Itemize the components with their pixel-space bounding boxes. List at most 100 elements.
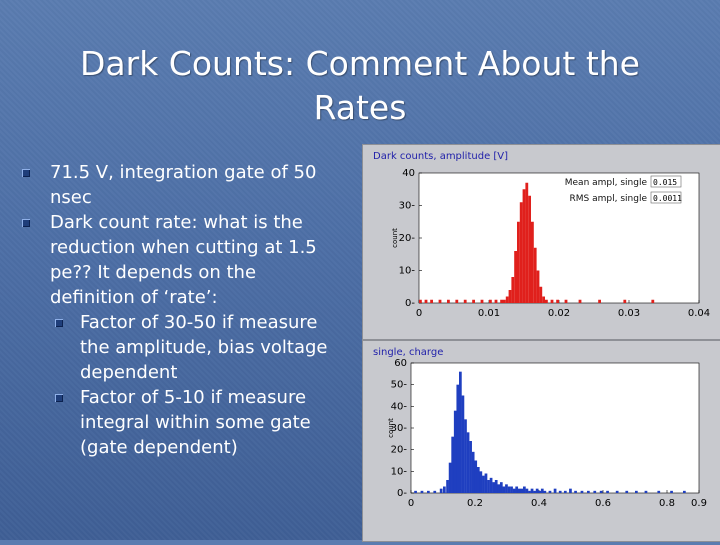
histogram-bar xyxy=(599,490,603,493)
x-tick-label: 0 xyxy=(416,308,422,319)
histogram-bar xyxy=(448,462,452,493)
histogram-bar xyxy=(446,480,449,493)
histogram-bar xyxy=(556,299,559,303)
square-bullet-icon xyxy=(22,219,30,227)
legend-label: RMS ampl, single xyxy=(570,194,648,204)
bullet-item: Dark count rate: what is the reduction w… xyxy=(22,210,342,310)
histogram-bar xyxy=(482,475,485,493)
histogram-bar xyxy=(453,410,457,493)
histogram-bar xyxy=(550,299,554,303)
histogram-bar xyxy=(615,490,619,493)
histogram-bar xyxy=(456,384,460,493)
histogram-bar xyxy=(533,490,536,493)
histogram-bar xyxy=(505,484,508,493)
histogram-bar xyxy=(542,296,545,303)
chart-title: single, charge xyxy=(373,347,443,358)
x-tick-label: 0.8 xyxy=(659,498,675,509)
histogram-bar xyxy=(499,482,503,493)
legend-value: 0.0011 xyxy=(653,194,682,203)
histogram-bar xyxy=(427,490,430,493)
histogram-bar xyxy=(487,480,490,493)
sub-bullet-text: Factor of 5-10 if measure integral withi… xyxy=(80,387,311,458)
histogram-bar xyxy=(511,277,515,303)
y-tick-label: 10- xyxy=(391,466,408,477)
histogram-bar xyxy=(447,299,450,303)
histogram-bar xyxy=(512,488,516,493)
x-tick-label: 0.03 xyxy=(618,308,640,319)
square-bullet-icon xyxy=(22,169,30,177)
legend-value-box xyxy=(650,175,682,188)
histogram-bar xyxy=(479,471,483,493)
histogram-bar xyxy=(508,290,512,303)
histogram-bar xyxy=(569,488,572,493)
histogram-bar xyxy=(430,299,433,303)
histogram-bar xyxy=(606,490,609,493)
y-tick-label: 50- xyxy=(391,380,408,391)
y-tick-label: 30- xyxy=(391,423,408,434)
histogram-bar xyxy=(451,436,455,493)
x-tick-label: 0.4 xyxy=(531,498,547,509)
histogram-bar xyxy=(533,247,537,303)
histogram-bar xyxy=(523,486,526,493)
sub-bullet-item: Factor of 30-50 if measure the amplitude… xyxy=(22,310,342,385)
histogram-bar xyxy=(578,299,582,303)
histogram-bar xyxy=(563,490,567,493)
histogram-bar xyxy=(494,299,498,303)
bullet-list: 71.5 V, integration gate of 50 nsec Dark… xyxy=(22,160,342,460)
histogram-bar xyxy=(538,490,542,493)
histogram-bar xyxy=(517,221,520,303)
y-tick-label: 0- xyxy=(397,488,407,499)
x-tick-label: 0.6 xyxy=(595,498,611,509)
histogram-bar xyxy=(543,490,547,493)
histogram-bar xyxy=(492,482,495,493)
histogram-bar xyxy=(505,296,509,303)
histogram-bar xyxy=(455,299,459,303)
histogram-bar xyxy=(497,484,501,493)
histogram-bar xyxy=(520,488,524,493)
histogram-bar xyxy=(503,299,506,303)
square-bullet-icon xyxy=(55,319,63,327)
amplitude-histogram-panel: Dark counts, amplitude [V] count 0- 10- 20- 3… xyxy=(362,144,720,340)
histogram-bar xyxy=(480,299,484,303)
histogram-bar xyxy=(525,182,529,303)
x-tick-label: 0.01 xyxy=(478,308,500,319)
histogram-bar xyxy=(558,490,562,493)
legend-label: Mean ampl, single xyxy=(565,178,648,188)
slide-title: Dark Counts: Comment About the Rates xyxy=(80,44,640,127)
histogram-bar xyxy=(484,473,488,493)
histogram-bar xyxy=(476,467,480,493)
histogram-bar xyxy=(644,490,648,493)
histogram-bar xyxy=(433,490,437,493)
histogram-bar xyxy=(587,490,590,493)
histogram-bar xyxy=(466,432,470,493)
histogram-bar xyxy=(580,490,584,493)
histogram-bar xyxy=(439,488,443,493)
histogram-bar xyxy=(598,299,601,303)
histogram-bar xyxy=(489,299,492,303)
y-tick-label: 30- xyxy=(399,201,416,212)
histogram-bar xyxy=(522,189,526,303)
square-bullet-icon xyxy=(55,394,63,402)
x-tick-label: 0.04 xyxy=(688,308,710,319)
histogram-bar xyxy=(494,480,498,493)
histogram-bar xyxy=(535,488,539,493)
x-tick-label: 0.9 xyxy=(691,498,707,509)
x-tick-label: 0.02 xyxy=(548,308,570,319)
amplitude-histogram-chart: Dark counts, amplitude [V] count 0- 10- 20- 3… xyxy=(373,151,710,319)
histogram-bar xyxy=(507,486,511,493)
histogram-bar xyxy=(472,299,475,303)
histogram-bar xyxy=(519,202,523,303)
histogram-bar xyxy=(471,451,475,493)
histogram-bar xyxy=(540,488,544,493)
histogram-bar xyxy=(461,395,465,493)
histogram-bar xyxy=(564,299,568,303)
y-tick-label: 0- xyxy=(405,298,415,309)
sub-bullet-item: Factor of 5-10 if measure integral withi… xyxy=(22,385,342,460)
histogram-bar xyxy=(545,299,548,303)
histogram-bar xyxy=(464,419,467,493)
y-tick-label: 60 xyxy=(394,358,407,369)
histogram-bar xyxy=(625,490,629,493)
histogram-bar xyxy=(574,490,577,493)
histogram-bar xyxy=(502,486,506,493)
charge-histogram-panel: single, charge count 0- 10- 20- 30- 40- 50- 60 0 0… xyxy=(362,340,720,542)
